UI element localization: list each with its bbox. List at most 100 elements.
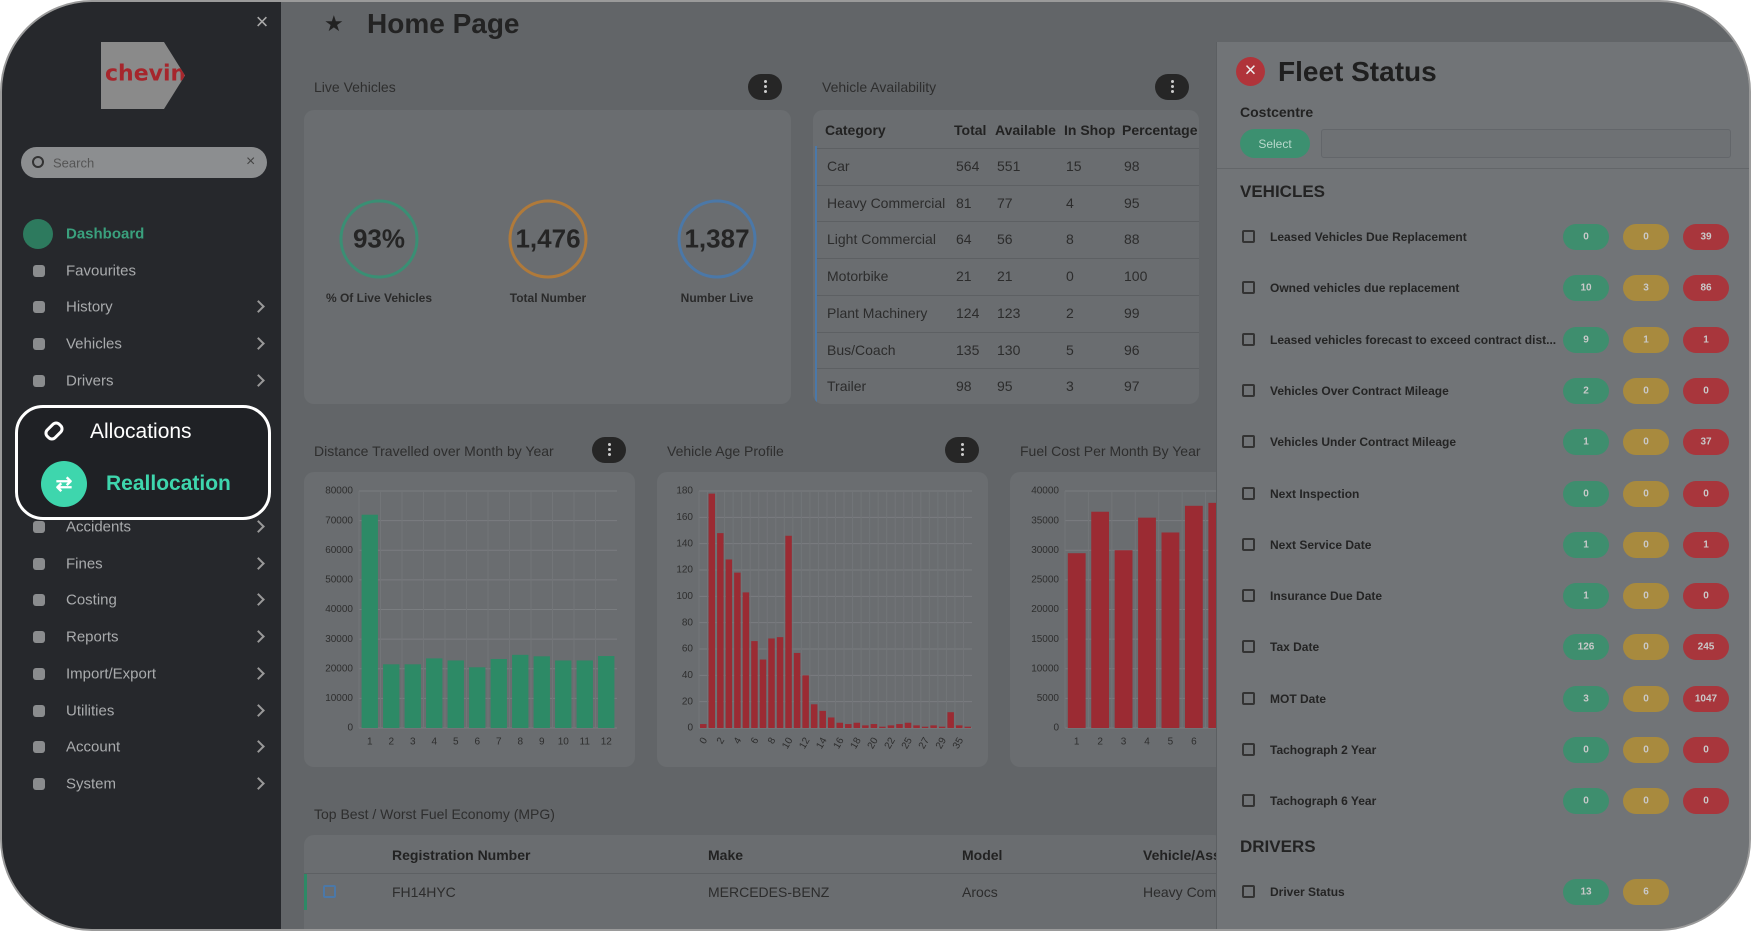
edit-icon: [1242, 640, 1255, 654]
count-badge[interactable]: 1: [1623, 326, 1669, 353]
table-header: Category: [825, 122, 886, 138]
count-badge[interactable]: 0: [1623, 583, 1669, 610]
count-badge[interactable]: 0: [1683, 788, 1729, 815]
search-placeholder: Search: [53, 155, 95, 171]
table-cell: Heavy Commercial: [827, 194, 946, 211]
edit-icon: [1242, 230, 1255, 243]
item-label: Driver Status: [1270, 884, 1345, 899]
edit-icon: [1242, 332, 1255, 346]
count-badge[interactable]: 6: [1623, 878, 1669, 905]
count-badge[interactable]: 37: [1683, 429, 1729, 456]
count-badge[interactable]: 0: [1623, 377, 1669, 404]
menu-button[interactable]: [1155, 74, 1189, 100]
menu-button[interactable]: [592, 437, 626, 463]
table-cell: 0: [1066, 268, 1074, 285]
menu-icon: [33, 594, 45, 607]
link-icon: [41, 418, 67, 444]
card: Registration Number Make Model Vehicle/Ass F…: [304, 835, 1224, 929]
menu-icon: [33, 704, 45, 717]
count-badge[interactable]: 0: [1623, 634, 1669, 661]
edit-icon: [1242, 383, 1255, 397]
logo-text: chevin: [105, 61, 187, 87]
count-badge[interactable]: 0: [1623, 737, 1669, 763]
count-badge[interactable]: 0: [1623, 685, 1669, 712]
count-badge[interactable]: 0: [1563, 480, 1609, 507]
count-badge[interactable]: 0: [1623, 531, 1669, 558]
menu-icon: [33, 741, 45, 754]
count-badge[interactable]: 86: [1683, 275, 1729, 302]
item-label: Vehicles Under Contract Mileage: [1270, 435, 1457, 450]
row-divider: [817, 148, 1199, 149]
count-badge[interactable]: 0: [1623, 480, 1669, 507]
count-badge[interactable]: 1: [1563, 531, 1609, 558]
count-badge[interactable]: 0: [1563, 224, 1609, 250]
close-button[interactable]: ×: [1236, 57, 1265, 86]
table-cell: 564: [956, 158, 980, 174]
table-header: Registration Number: [392, 847, 531, 863]
count-badge[interactable]: 13: [1563, 878, 1609, 905]
count-badge[interactable]: 0: [1623, 429, 1669, 456]
count-badge[interactable]: 0: [1683, 737, 1729, 763]
edit-icon: [1242, 691, 1255, 705]
close-x: ×: [1244, 59, 1257, 82]
item-label: Next Inspection: [1270, 486, 1360, 501]
table-header: Vehicle/Ass: [1143, 847, 1221, 863]
count-value: 126: [1577, 641, 1595, 653]
count-badge[interactable]: 0: [1683, 583, 1729, 610]
table-cell: Arocs: [962, 884, 998, 900]
count-badge[interactable]: 3: [1623, 275, 1669, 302]
stat-label: % Of Live Vehicles: [325, 291, 433, 305]
count-badge[interactable]: 2: [1563, 377, 1609, 404]
count-badge[interactable]: 1: [1683, 531, 1729, 558]
count-value: 0: [1583, 744, 1589, 756]
menu-item: Accidents: [66, 518, 132, 536]
table-cell: 99: [1124, 304, 1140, 321]
count-value: 1: [1703, 539, 1709, 551]
table-cell: 21: [997, 268, 1013, 285]
count-badge[interactable]: 1: [1683, 326, 1729, 353]
table-cell: 77: [997, 194, 1013, 211]
count-badge[interactable]: 39: [1683, 224, 1729, 250]
count-badge[interactable]: 10: [1563, 275, 1609, 302]
select-button[interactable]: Select: [1240, 129, 1310, 158]
count-badge[interactable]: 0: [1623, 224, 1669, 250]
stat-ring: [508, 199, 588, 279]
reallocation-icon: [41, 461, 87, 507]
count-badge[interactable]: 1: [1563, 583, 1609, 610]
chart-title: Distance Travelled over Month by Year: [314, 443, 554, 459]
count-value: 3: [1583, 693, 1589, 705]
item-label: Next Service Date: [1270, 537, 1372, 552]
count-value: 3: [1643, 282, 1649, 294]
count-badge[interactable]: 0: [1563, 737, 1609, 763]
count-badge[interactable]: 1: [1563, 429, 1609, 456]
count-badge[interactable]: 126: [1563, 634, 1609, 661]
logo: chevin: [101, 42, 185, 109]
count-value: 0: [1643, 744, 1649, 756]
count-value: 0: [1703, 795, 1709, 807]
menu-button[interactable]: [748, 74, 782, 100]
row-divider: [817, 221, 1199, 223]
count-badge[interactable]: 0: [1683, 480, 1729, 507]
count-badge[interactable]: 0: [1623, 788, 1669, 815]
item-label: Leased Vehicles Due Replacement: [1270, 230, 1467, 244]
count-badge[interactable]: 245: [1683, 634, 1729, 661]
divider: [1217, 168, 1749, 169]
chevron: [252, 630, 265, 643]
count-value: 1: [1643, 334, 1649, 346]
count-badge[interactable]: 1047: [1683, 685, 1729, 712]
menu-button[interactable]: [945, 437, 979, 463]
count-value: 1: [1703, 334, 1709, 346]
chevron: [252, 703, 265, 717]
count-badge[interactable]: 0: [1683, 377, 1729, 404]
table-cell: 88: [1124, 231, 1140, 248]
count-value: 0: [1583, 231, 1589, 243]
chevron: [252, 666, 265, 680]
count-badge[interactable]: 3: [1563, 685, 1609, 712]
dot: [608, 442, 611, 446]
count-badge[interactable]: 0: [1563, 788, 1609, 815]
edit-icon: [1242, 589, 1255, 603]
row-divider: [817, 184, 1199, 186]
count-badge[interactable]: 9: [1563, 326, 1609, 353]
count-value: 0: [1643, 693, 1649, 705]
filter-input[interactable]: [1321, 129, 1731, 158]
